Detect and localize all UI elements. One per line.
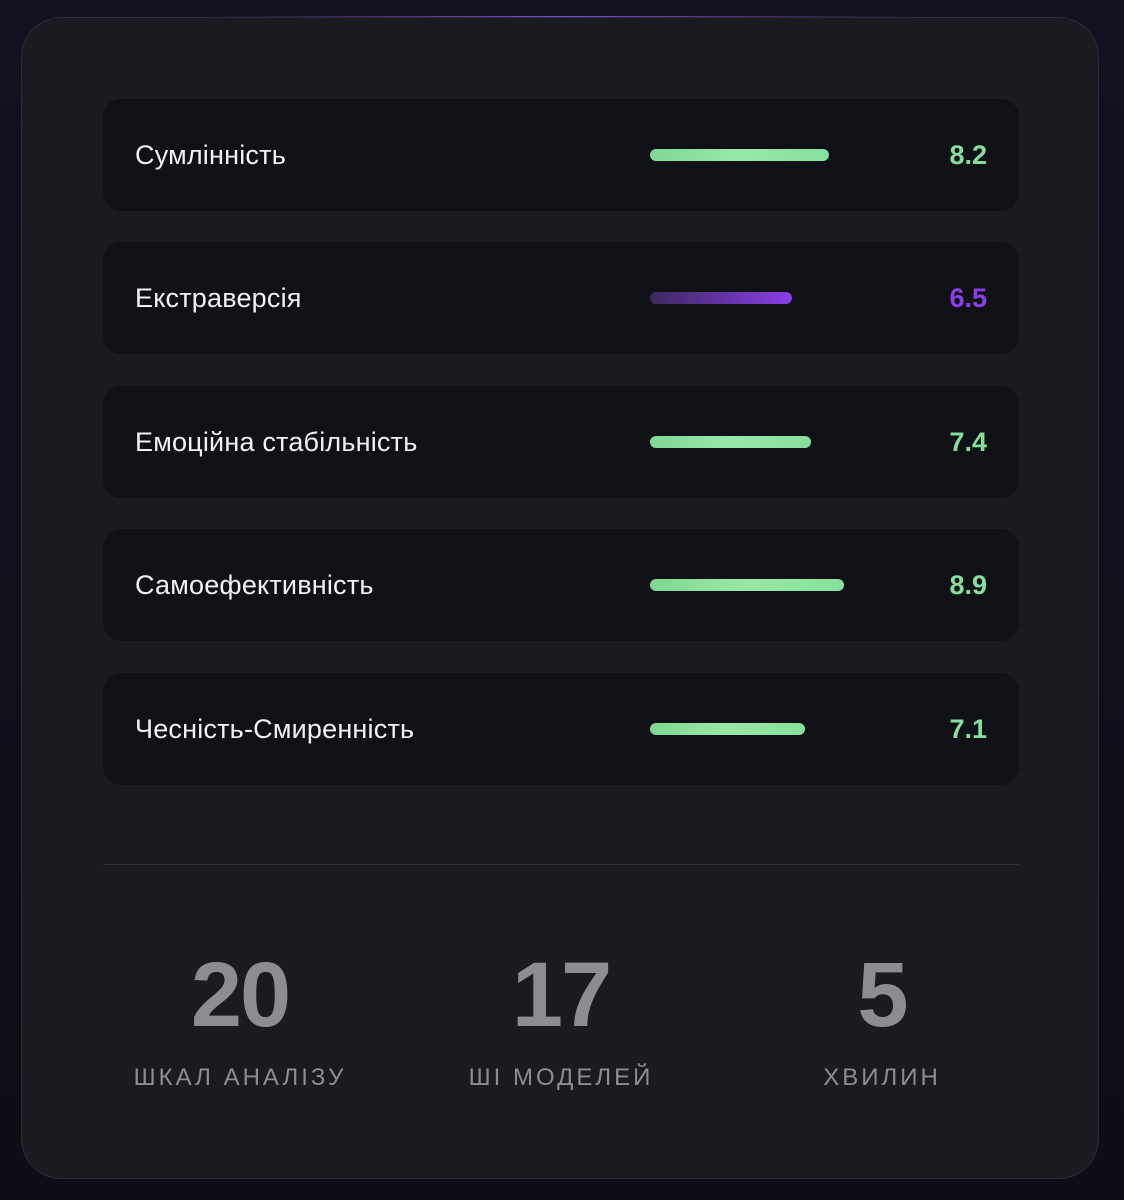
stat-scales: 20 ШКАЛ АНАЛІЗУ [90,940,390,1092]
trait-score: 6.5 [949,283,987,313]
trait-row-conscientiousness: Сумлінність 8.2 [103,99,1019,211]
trait-progress-bar [650,436,890,448]
trait-row-self-efficacy: Самоефективність 8.9 [103,529,1019,641]
stat-number: 5 [857,944,908,1046]
trait-progress-fill [650,579,844,591]
trait-score: 8.9 [949,570,987,600]
trait-label: Екстраверсія [135,283,302,313]
stat-number: 20 [190,944,291,1046]
stat-ai-models: 17 ШІ МОДЕЛЕЙ [411,940,711,1092]
trait-row-honesty-humility: Чесність-Смиренність 7.1 [103,673,1019,785]
stat-minutes: 5 ХВИЛИН [732,940,1032,1092]
trait-row-emotional-stability: Емоційна стабільність 7.4 [103,386,1019,498]
trait-score: 7.1 [949,714,987,744]
trait-label: Самоефективність [135,570,374,600]
trait-row-extraversion: Екстраверсія 6.5 [103,242,1019,354]
stat-number: 17 [511,944,612,1046]
results-card: Сумлінність 8.2 Екстраверсія 6.5 Емоційн… [21,17,1099,1179]
trait-progress-fill [650,149,829,161]
trait-progress-bar [650,149,890,161]
stat-label: ШКАЛ АНАЛІЗУ [133,1064,347,1091]
trait-progress-fill [650,292,792,304]
trait-score: 8.2 [949,140,987,170]
trait-progress-bar [650,292,890,304]
trait-label: Чесність-Смиренність [135,714,415,744]
trait-label: Емоційна стабільність [135,427,418,457]
trait-score: 7.4 [949,427,987,457]
stat-label: ХВИЛИН [823,1064,941,1091]
trait-progress-fill [650,723,805,735]
trait-progress-fill [650,436,811,448]
trait-progress-bar [650,579,890,591]
trait-progress-bar [650,723,890,735]
stat-label: ШІ МОДЕЛЕЙ [468,1064,654,1091]
trait-label: Сумлінність [135,140,286,170]
section-divider [103,864,1019,865]
